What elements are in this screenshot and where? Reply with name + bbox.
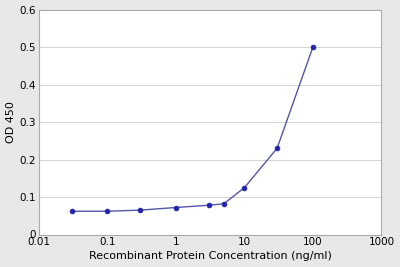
Y-axis label: OD 450: OD 450 [6,101,16,143]
X-axis label: Recombinant Protein Concentration (ng/ml): Recombinant Protein Concentration (ng/ml… [89,252,332,261]
